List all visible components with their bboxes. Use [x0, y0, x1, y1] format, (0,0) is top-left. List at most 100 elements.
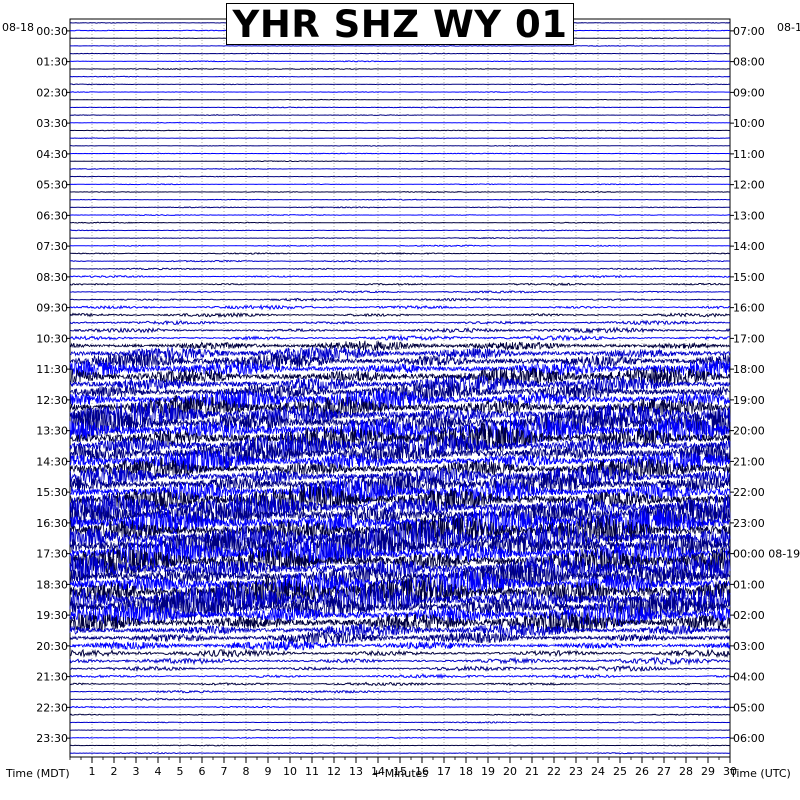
- x-tick-label: 27: [657, 765, 671, 778]
- seismic-trace-row: [69, 527, 731, 564]
- left-axis-label: Time (MDT): [5, 767, 70, 780]
- right-time-label: 17:00: [733, 332, 765, 345]
- seismic-trace-row: [69, 449, 731, 473]
- seismic-trace-row: [69, 290, 731, 294]
- right-time-label: 19:00: [733, 394, 765, 407]
- right-time-label: 01:00: [733, 578, 765, 591]
- left-time-label: 13:30: [36, 425, 68, 438]
- left-time-label: 12:30: [36, 394, 68, 407]
- right-time-label: 07:00: [733, 25, 765, 38]
- x-tick-label: 10: [283, 765, 297, 778]
- seismic-trace-row: [70, 206, 731, 209]
- seismic-trace-row: [69, 91, 730, 93]
- seismic-trace-row: [69, 752, 731, 755]
- x-tick-label: 12: [327, 765, 341, 778]
- right-time-label: 04:00: [733, 671, 765, 684]
- seismic-trace-row: [69, 492, 731, 522]
- right-time-label: 15:00: [733, 271, 765, 284]
- x-tick-label: 16: [415, 765, 429, 778]
- seismic-trace-row: [69, 198, 731, 201]
- seismic-trace-row: [69, 623, 731, 639]
- seismic-trace-row: [69, 282, 731, 286]
- x-tick-label: 24: [591, 765, 605, 778]
- seismic-trace-row: [69, 713, 731, 716]
- x-tick-label: 2: [111, 765, 118, 778]
- x-axis-label: + Minutes: [372, 767, 428, 780]
- seismic-trace-row: [69, 697, 731, 702]
- chart-title: YHR SHZ WY 01: [232, 2, 568, 46]
- seismic-trace-row: [69, 673, 731, 680]
- seismic-trace-row: [70, 214, 731, 217]
- left-time-label: 18:30: [36, 578, 68, 591]
- seismic-trace-row: [69, 114, 731, 117]
- seismic-trace-row: [69, 98, 731, 101]
- x-tick-label: 17: [437, 765, 451, 778]
- left-time-label: 10:30: [36, 332, 68, 345]
- seismic-trace-row: [69, 664, 731, 673]
- left-time-label: 08:30: [36, 271, 68, 284]
- seismic-trace-row: [70, 67, 731, 71]
- left-time-label: 21:30: [36, 671, 68, 684]
- right-time-label: 08:00: [733, 56, 765, 69]
- seismic-trace-row: [69, 129, 731, 132]
- x-tick-label: 22: [547, 765, 561, 778]
- seismic-trace-row: [69, 312, 731, 319]
- seismic-trace-row: [69, 689, 731, 694]
- x-tick-label: 19: [481, 765, 495, 778]
- left-corner-date: 08-18: [2, 21, 34, 34]
- seismic-trace-row: [69, 267, 731, 271]
- seismic-trace-row: [69, 160, 731, 163]
- right-time-label: 05:00: [733, 701, 765, 714]
- right-time-label: 12:00: [733, 179, 765, 192]
- seismic-trace-row: [70, 83, 731, 86]
- left-time-label: 14:30: [36, 455, 68, 468]
- axes: 1 2 3 4 5 6 7 8 9 10 11 12 13 14 15 16 17 18 19 20 21 22 23 24 2…: [36, 25, 800, 778]
- seismic-trace-row: [69, 75, 731, 78]
- x-tick-label: 28: [679, 765, 693, 778]
- seismic-trace-row: [70, 152, 731, 155]
- right-axis-label: Time (UTC): [729, 767, 791, 780]
- seismic-trace-row: [69, 303, 731, 311]
- x-tick-label: 29: [701, 765, 715, 778]
- seismic-trace-row: [70, 106, 731, 109]
- seismic-trace-row: [69, 681, 731, 687]
- right-time-label: 16:00: [733, 302, 765, 315]
- chart-title-box: YHR SHZ WY 01: [226, 2, 574, 46]
- trace-group: [69, 21, 731, 755]
- x-tick-label: 25: [613, 765, 627, 778]
- seismic-trace-row: [69, 60, 731, 63]
- seismic-trace-row: [69, 346, 731, 362]
- seismic-trace-row: [69, 259, 731, 263]
- seismic-trace-row: [69, 319, 731, 326]
- right-time-label: 20:00: [733, 425, 765, 438]
- x-tick-label: 14: [371, 765, 385, 778]
- seismic-trace-row: [69, 477, 731, 506]
- seismic-trace-row: [70, 137, 731, 140]
- seismic-trace-row: [69, 630, 731, 644]
- right-time-label: 10:00: [733, 117, 765, 130]
- x-tick-label: 8: [243, 765, 250, 778]
- x-tick-label: 15: [393, 765, 407, 778]
- seismic-trace-row: [69, 601, 731, 629]
- right-time-label: 09:00: [733, 86, 765, 99]
- x-tick-label: 20: [503, 765, 517, 778]
- seismic-trace-row: [69, 244, 731, 248]
- right-time-label: 00:00 08-19: [733, 548, 800, 561]
- seismic-trace-row: [69, 373, 731, 395]
- seismic-trace-row: [70, 144, 730, 147]
- seismic-trace-row: [69, 432, 731, 460]
- x-tick-label: 21: [525, 765, 539, 778]
- seismic-trace-row: [69, 229, 731, 232]
- x-tick-label: 30: [723, 765, 737, 778]
- left-time-label: 19:30: [36, 609, 68, 622]
- left-time-label: 05:30: [36, 179, 68, 192]
- x-tick-label: 3: [133, 765, 140, 778]
- seismic-trace-row: [69, 400, 731, 429]
- x-tick-label: 23: [569, 765, 583, 778]
- seismic-trace-row: [69, 366, 731, 387]
- seismic-trace-row: [70, 274, 731, 279]
- x-tick-label: 1: [89, 765, 96, 778]
- seismic-trace-row: [69, 326, 731, 335]
- right-time-label: 02:00: [733, 609, 765, 622]
